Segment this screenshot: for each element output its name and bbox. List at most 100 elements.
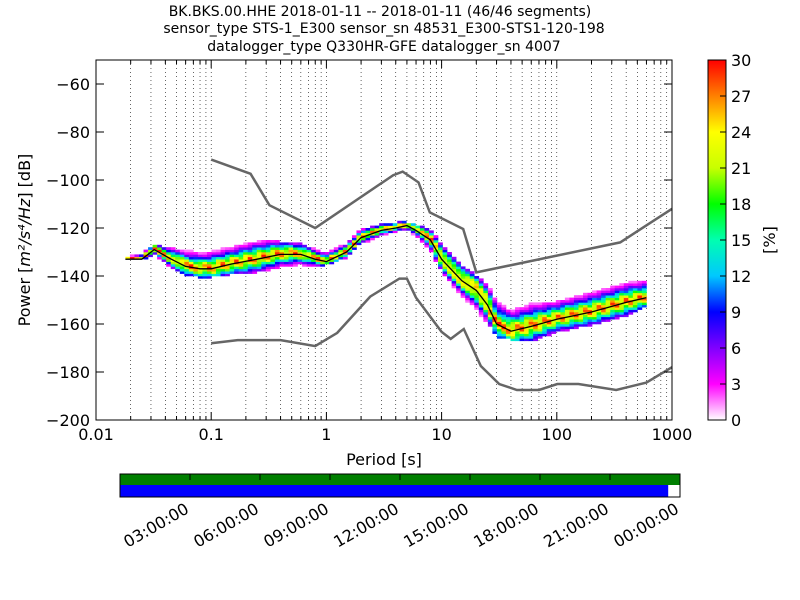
heatmap-cell bbox=[474, 288, 480, 291]
heatmap-cell bbox=[265, 242, 271, 246]
heatmap-cell bbox=[515, 331, 520, 334]
heatmap-cell bbox=[134, 256, 140, 260]
heatmap-cell bbox=[601, 297, 606, 301]
heatmap-cell bbox=[419, 235, 425, 238]
heatmap-cell bbox=[542, 314, 548, 318]
heatmap-cell bbox=[546, 302, 552, 306]
heatmap-cell bbox=[297, 254, 303, 258]
heatmap-cell bbox=[234, 247, 239, 250]
heatmap-cell bbox=[311, 252, 316, 255]
heatmap-cell bbox=[465, 288, 471, 291]
heatmap-cell bbox=[415, 235, 421, 238]
heatmap-cell bbox=[225, 261, 230, 265]
heatmap-cell bbox=[510, 309, 516, 313]
heatmap-cell bbox=[605, 297, 611, 301]
heatmap-cell bbox=[329, 256, 335, 260]
heatmap-cell bbox=[288, 261, 294, 265]
heatmap-cell bbox=[451, 261, 457, 265]
heatmap-cell bbox=[569, 319, 575, 322]
heatmap-cell bbox=[197, 252, 203, 255]
heatmap-cell bbox=[478, 302, 484, 306]
heatmap-cell bbox=[560, 314, 566, 318]
heatmap-cell bbox=[179, 268, 185, 272]
heatmap-cell bbox=[442, 247, 448, 250]
heatmap-cell bbox=[546, 309, 552, 313]
heatmap-cell bbox=[528, 326, 534, 330]
heatmap-cell bbox=[578, 295, 584, 298]
heatmap-cell bbox=[583, 314, 588, 318]
heatmap-cell bbox=[614, 314, 620, 318]
heatmap-cell bbox=[288, 259, 294, 262]
heatmap-cell bbox=[447, 264, 452, 267]
heatmap-cell bbox=[311, 247, 316, 250]
heatmap-cell bbox=[283, 259, 289, 262]
heatmap-cell bbox=[578, 316, 584, 320]
heatmap-cell bbox=[438, 259, 443, 262]
heatmap-cell bbox=[433, 242, 439, 246]
heatmap-cell bbox=[610, 314, 616, 318]
heatmap-cell bbox=[379, 232, 384, 236]
heatmap-cell bbox=[474, 304, 480, 308]
heatmap-cell bbox=[229, 271, 235, 274]
heatmap-cell bbox=[519, 307, 525, 310]
heatmap-cell bbox=[596, 302, 602, 306]
heatmap-cell bbox=[197, 256, 203, 260]
heatmap-cell bbox=[447, 273, 452, 277]
heatmap-cell bbox=[179, 259, 185, 262]
heatmap-cell bbox=[447, 256, 452, 260]
heatmap-cell bbox=[383, 225, 389, 229]
heatmap-cell bbox=[510, 331, 516, 334]
heatmap-cell bbox=[496, 314, 502, 318]
heatmap-cell bbox=[274, 259, 280, 262]
heatmap-cell bbox=[161, 247, 167, 250]
heatmap-cell bbox=[483, 312, 489, 315]
heatmap-cell bbox=[216, 268, 221, 272]
heatmap-cell bbox=[433, 256, 439, 260]
heatmap-cell bbox=[569, 309, 575, 313]
heatmap-cell bbox=[370, 230, 375, 234]
heatmap-cell bbox=[338, 256, 344, 260]
heatmap-cell bbox=[478, 297, 484, 301]
heatmap-cell bbox=[546, 328, 552, 332]
heatmap-cell bbox=[564, 328, 570, 332]
heatmap-cell bbox=[274, 252, 280, 255]
heatmap-cell bbox=[619, 292, 625, 296]
heatmap-cell bbox=[315, 259, 321, 262]
heatmap-cell bbox=[401, 228, 407, 231]
heatmap-cell bbox=[528, 333, 534, 337]
heatmap-cell bbox=[546, 331, 552, 334]
heatmap-cell bbox=[623, 314, 629, 318]
heatmap-cell bbox=[601, 312, 606, 315]
heatmap-cell bbox=[234, 249, 239, 253]
heatmap-cell bbox=[641, 300, 647, 303]
heatmap-cell bbox=[487, 295, 493, 298]
heatmap-cell bbox=[206, 252, 212, 255]
heatmap-cell bbox=[274, 261, 280, 265]
heatmap-cell bbox=[302, 264, 307, 267]
heatmap-cell bbox=[555, 319, 561, 322]
title-line-1: BK.BKS.00.HHE 2018-01-11 -- 2018-01-11 (… bbox=[169, 4, 592, 20]
heatmap-cell bbox=[555, 326, 561, 330]
heatmap-cell bbox=[197, 271, 203, 274]
heatmap-cell bbox=[641, 285, 647, 289]
timeline-tick-label: 00:00:00 bbox=[610, 499, 682, 551]
heatmap-cell bbox=[265, 256, 271, 260]
heatmap-cell bbox=[641, 302, 647, 306]
heatmap-cell bbox=[578, 304, 584, 308]
heatmap-cell bbox=[175, 264, 181, 267]
heatmap-cell bbox=[492, 321, 498, 325]
heatmap-cell bbox=[293, 256, 298, 260]
heatmap-cell bbox=[537, 304, 543, 308]
heatmap-cell bbox=[601, 300, 606, 303]
heatmap-cell bbox=[537, 309, 543, 313]
heatmap-cell bbox=[551, 326, 557, 330]
heatmap-cell bbox=[592, 316, 597, 320]
heatmap-cell bbox=[465, 290, 471, 294]
heatmap-cell bbox=[451, 273, 457, 277]
heatmap-cell bbox=[492, 302, 498, 306]
heatmap-cell bbox=[170, 266, 176, 270]
heatmap-cell bbox=[610, 300, 616, 303]
heatmap-cell bbox=[623, 302, 629, 306]
heatmap-cell bbox=[225, 268, 230, 272]
heatmap-cell bbox=[288, 252, 294, 255]
